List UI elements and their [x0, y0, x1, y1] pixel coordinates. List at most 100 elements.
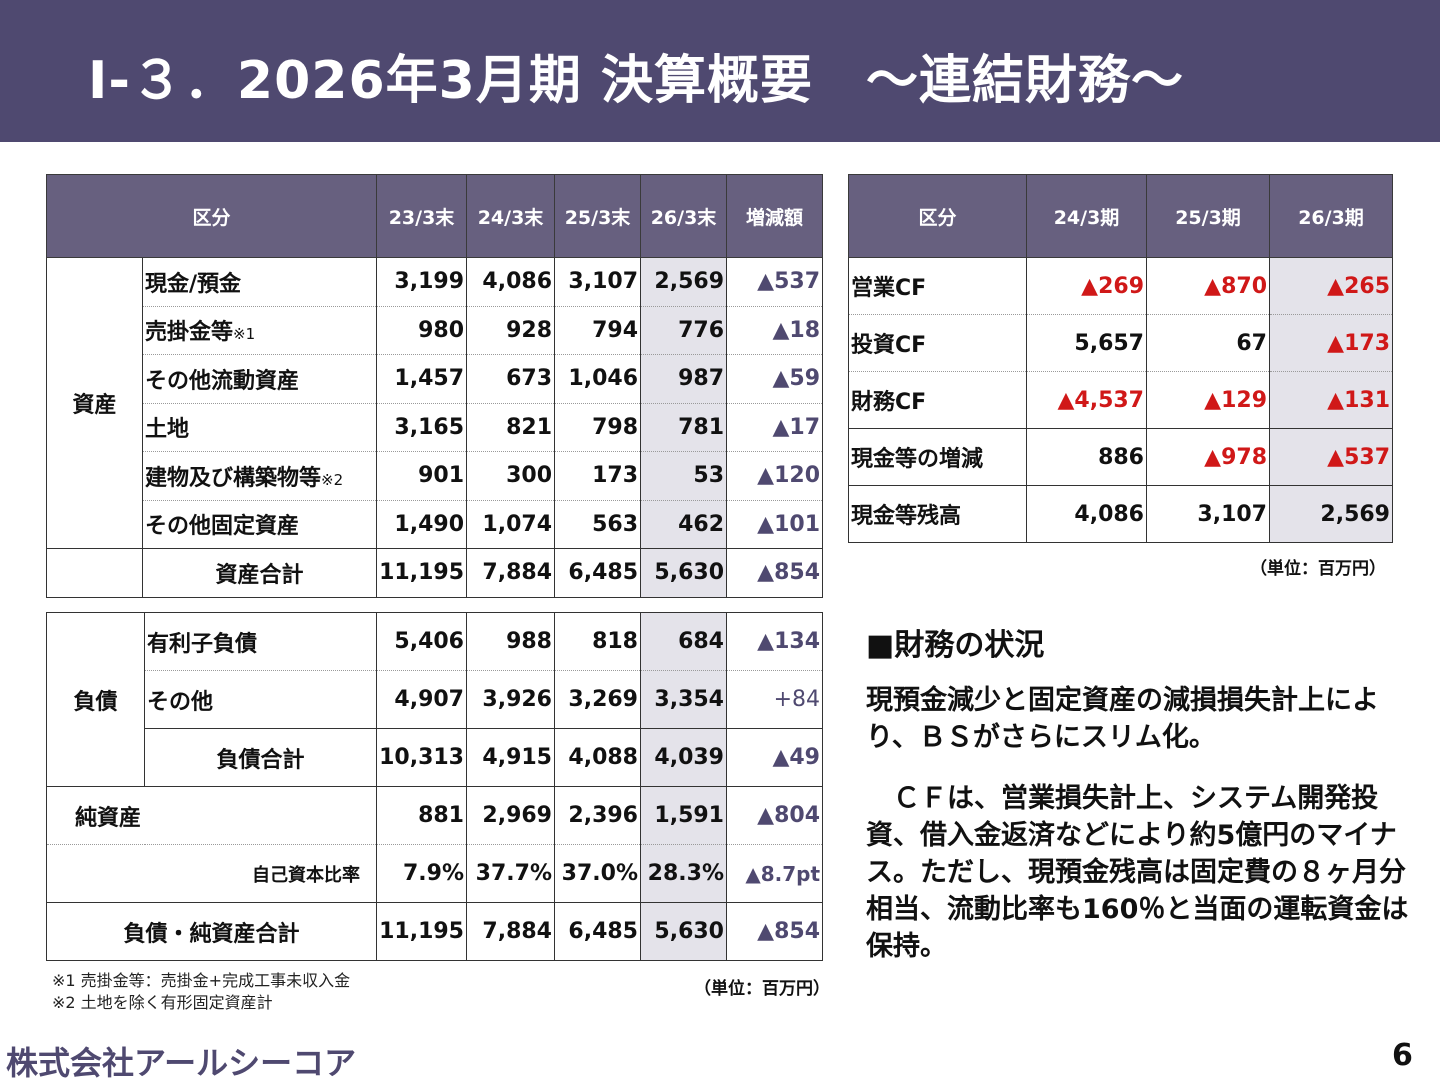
table-cell: 5,630 [640, 548, 728, 597]
table-cell: 987 [640, 354, 728, 404]
row-label-text: 現金/預金 [145, 271, 242, 297]
table-cell: 7,884 [466, 548, 556, 597]
table-cell: 5,657 [1026, 314, 1147, 372]
table-cell: 818 [554, 612, 641, 671]
cash-flow-table: 区分 24/3期 25/3期 26/3期 営業CF ▲269 ▲870 ▲265 投資C… [848, 174, 1393, 543]
table-cell: 3,926 [466, 670, 555, 729]
page-title: Ⅰ-３．2026年3月期 決算概要 ～連結財務～ [88, 51, 1184, 111]
footnote: ※2 土地を除く有形固定資産計 [52, 993, 273, 1012]
table-cell: ▲131 [1269, 371, 1393, 429]
table-cell: 980 [376, 306, 468, 355]
table-header-row: 区分 23/3末 24/3末 25/3末 26/3末 増減額 [45, 174, 824, 258]
table-cell: 7.9% [376, 844, 467, 903]
header-col: 25/3期 [1146, 174, 1270, 258]
footnote: ※1 売掛金等：売掛金+完成工事未収入金 [52, 971, 351, 990]
table-cell: 1,490 [376, 500, 468, 549]
table-cell: 37.7% [466, 844, 555, 903]
table-cell: 462 [640, 500, 728, 549]
change-cell: ▲49 [726, 728, 823, 787]
table-cell: 684 [640, 612, 727, 671]
row-label: 営業CF [848, 257, 1027, 315]
table-cell: 4,086 [466, 257, 556, 307]
table-cell: 4,915 [466, 728, 555, 787]
table-row: 土地 3,165 821 798 781 ▲17 [47, 403, 823, 452]
row-note: ※1 [233, 325, 256, 344]
change-cell: ▲804 [726, 786, 823, 845]
table-row: 財務CF ▲4,537 ▲129 ▲131 [848, 371, 1393, 429]
header-col: 26/3期 [1269, 174, 1393, 258]
table-row: 資産 現金/預金 3,199 4,086 3,107 2,569 ▲537 [46, 257, 823, 549]
table-cell: 563 [554, 500, 642, 549]
row-label: 現金等残高 [848, 485, 1027, 543]
table-cell: 2,569 [1269, 485, 1393, 543]
row-label: 財務CF [848, 371, 1027, 429]
table-cell: 881 [376, 786, 467, 845]
table-cell: 4,088 [554, 728, 641, 787]
footnotes: ※1 売掛金等：売掛金+完成工事未収入金 ※2 土地を除く有形固定資産計 [52, 970, 350, 1014]
liabilities-body: 負債 有利子負債 5,406 988 818 684 ▲134 その他 4,907 3,926 3,… [46, 612, 823, 961]
table-cell: 794 [554, 306, 642, 355]
table-cell: 3,107 [554, 257, 642, 307]
row-label: 負債・純資産合計 [46, 902, 377, 961]
table-row: 現金等残高 4,086 3,107 2,569 [848, 485, 1393, 543]
table-cell: 901 [376, 451, 468, 501]
row-label: 負債合計 [144, 728, 377, 787]
group-label: 負債 [46, 612, 145, 787]
table-row: 建物及び構築物等※2 901 300 173 53 ▲120 [47, 451, 823, 501]
table-row: 投資CF 5,657 67 ▲173 [848, 314, 1393, 372]
table-cell: ▲265 [1269, 257, 1393, 315]
assets-body: 資産 現金/預金 3,199 4,086 3,107 2,569 ▲537 売掛金等※1 980… [46, 257, 823, 597]
header-col: 24/3末 [466, 174, 556, 258]
row-label-text: 建物及び構築物等 [145, 465, 322, 491]
row-label: 有利子負債 [144, 612, 377, 671]
table-row: 負債 有利子負債 5,406 988 818 684 ▲134 [46, 612, 823, 787]
row-label: 投資CF [848, 314, 1027, 372]
row-label: 現金/預金 [142, 257, 378, 307]
header-col: 24/3期 [1026, 174, 1147, 258]
table-cell: 4,907 [376, 670, 467, 729]
paragraph: ＣＦは、営業損失計上、システム開発投資、借入金返済などにより約5億円のマイナス。… [866, 783, 1409, 962]
header-col: 23/3末 [376, 174, 468, 258]
table-cell: ▲173 [1269, 314, 1393, 372]
table-cell: 821 [466, 403, 556, 452]
change-cell: ▲537 [726, 257, 823, 307]
table-cell: 7,884 [466, 902, 555, 961]
table-cell: 3,165 [376, 403, 468, 452]
table-cell: ▲4,537 [1026, 371, 1147, 429]
table-cell: 781 [640, 403, 728, 452]
table-cell: ▲978 [1146, 428, 1270, 486]
table-cell: 988 [466, 612, 555, 671]
table-cell: 1,457 [376, 354, 468, 404]
table-cell: 2,569 [640, 257, 728, 307]
header-category: 区分 [45, 174, 378, 258]
table-cell: 3,199 [376, 257, 468, 307]
change-cell: ▲854 [726, 548, 823, 597]
total-row: 負債合計 10,313 4,915 4,088 4,039 ▲49 [47, 728, 823, 787]
row-label: 建物及び構築物等※2 [142, 451, 378, 501]
table-cell: 3,354 [640, 670, 727, 729]
table-row: その他流動資産 1,457 673 1,046 987 ▲59 [47, 354, 823, 404]
header-col: 26/3末 [640, 174, 728, 258]
table-cell: 1,591 [640, 786, 727, 845]
table-cell: 5,630 [640, 902, 727, 961]
paragraph: 現預金減少と固定資産の減損損失計上により、ＢＳがさらにスリム化。 [866, 685, 1379, 753]
table-cell: 798 [554, 403, 642, 452]
table-cell: ▲129 [1146, 371, 1270, 429]
table-cell: 28.3% [640, 844, 727, 903]
table-cell: 2,396 [554, 786, 641, 845]
change-cell: ▲18 [726, 306, 823, 355]
title-bar: Ⅰ-３．2026年3月期 決算概要 ～連結財務～ [0, 0, 1440, 142]
table-cell: 6,485 [554, 548, 642, 597]
table-cell: 11,195 [376, 548, 468, 597]
row-label: 土地 [142, 403, 378, 452]
table-cell: 886 [1026, 428, 1147, 486]
group-label: 資産 [46, 257, 143, 549]
change-cell: ▲134 [726, 612, 823, 671]
table-cell: 1,046 [554, 354, 642, 404]
table-cell: 37.0% [554, 844, 641, 903]
table-cell: 53 [640, 451, 728, 501]
row-label-text: その他固定資産 [145, 514, 300, 540]
row-label-text: 売掛金等 [145, 320, 234, 346]
balance-sheet-liabilities-table: 負債 有利子負債 5,406 988 818 684 ▲134 その他 4,907 3,926 3,… [46, 612, 823, 961]
table-cell: ▲269 [1026, 257, 1147, 315]
